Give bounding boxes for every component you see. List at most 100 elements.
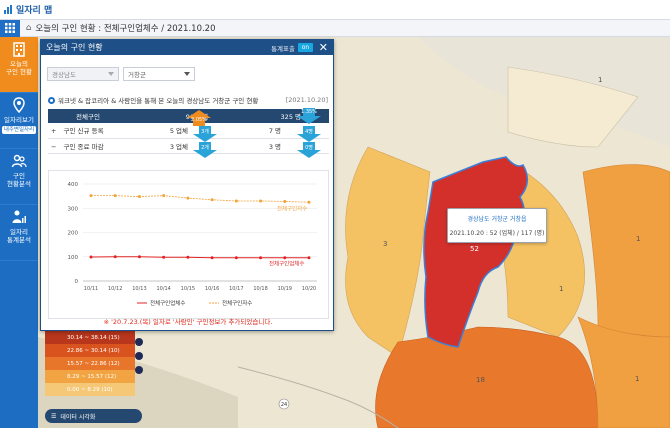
trend-down-arrow: 2개	[193, 142, 217, 158]
trend-value: 1.35%	[301, 109, 317, 115]
sidebar-label: 오늘의	[10, 60, 28, 68]
plus-icon[interactable]: +	[51, 127, 57, 136]
notice-text: ※ '20.7.23.(목) 일자로 '사람인' 구인정보가 추가되었습니다.	[103, 318, 273, 326]
trend-down-arrow: 1.35%	[297, 108, 321, 124]
sidebar-label: 구인 현황	[6, 68, 32, 76]
legend-row: 15.57 ~ 22.86 (12)	[45, 357, 135, 370]
sidebar-label: 일자리	[10, 228, 28, 236]
trend-value: 2개	[201, 145, 209, 151]
data-point	[162, 255, 166, 259]
table-cell: − 구인 종료 마감	[48, 138, 128, 154]
legend-dot[interactable]	[135, 366, 143, 374]
data-point	[113, 194, 117, 198]
map-region[interactable]	[507, 66, 639, 148]
x-tick-label: 10/20	[302, 286, 316, 292]
sidebar-item-job-analysis[interactable]: 구인 현황분석	[0, 149, 38, 205]
sidebar-label: 현황분석	[7, 180, 31, 188]
region-value-label: 1	[636, 235, 640, 243]
stats-toggle[interactable]: on	[298, 43, 313, 52]
province-select[interactable]: 경상남도	[47, 67, 119, 81]
data-point	[162, 194, 166, 198]
app-logo-icon	[4, 5, 12, 14]
series-line-companies	[90, 256, 309, 259]
sidebar-item-view-jobs[interactable]: 일자리보기 내주변일자리	[0, 93, 38, 149]
panel-title: 오늘의 구인 현황	[46, 43, 103, 52]
legend-label: 전체구인자수	[222, 299, 252, 307]
legend-label: 전체구인업체수	[150, 299, 185, 307]
chevron-down-icon	[108, 72, 114, 76]
trend-value: 2.05%	[191, 117, 207, 123]
app-title[interactable]: 일자리 맵	[16, 6, 53, 16]
legend-dot[interactable]	[135, 352, 143, 360]
map-region[interactable]	[577, 316, 670, 428]
region-selects: 경상남도 거창군	[47, 67, 195, 81]
x-tick-label: 10/18	[253, 286, 267, 292]
sub-header: ⌂ 오늘의 구인 현황 : 전체구인업체수 / 2021.10.20	[0, 19, 670, 37]
y-tick-label: 100	[68, 255, 79, 261]
sidebar-label: 일자리보기	[4, 116, 34, 124]
x-tick-label: 10/16	[205, 286, 219, 292]
region-value-label: 3	[383, 240, 387, 248]
data-point	[137, 195, 141, 199]
person-chart-icon	[12, 210, 26, 223]
x-tick-label: 10/11	[84, 286, 98, 292]
y-tick-label: 0	[75, 279, 79, 285]
data-point	[89, 255, 93, 259]
region-value-label: 52	[470, 245, 479, 253]
data-point	[234, 256, 238, 260]
x-tick-label: 10/13	[132, 286, 146, 292]
sidebar-label: 구인	[13, 172, 25, 180]
data-point	[234, 199, 238, 203]
data-point	[307, 256, 311, 260]
legend-dot[interactable]	[135, 338, 143, 346]
sidebar-label: 통계분석	[7, 236, 31, 244]
table-header: 전체구인	[48, 109, 128, 123]
building-icon	[13, 42, 25, 57]
sidebar-item-job-statistics[interactable]: 일자리 통계분석	[0, 205, 38, 261]
close-icon[interactable]: ✕	[318, 41, 328, 54]
y-tick-label: 200	[68, 231, 79, 237]
district-select[interactable]: 거창군	[123, 67, 195, 81]
district-select-value: 거창군	[128, 71, 146, 79]
series-line-job-seekers	[91, 195, 310, 203]
legend-row: 22.86 ~ 30.14 (10)	[45, 344, 135, 357]
region-popup[interactable]: 경상남도 거창군 거창읍 2021.10.20 : 52 (업체) / 117 …	[447, 208, 547, 243]
province-select-value: 경상남도	[52, 71, 76, 79]
data-visualization-button[interactable]: ☰ 데이터 시각화	[45, 409, 142, 423]
trend-down-arrow: 3개	[193, 126, 217, 142]
grid-menu-button[interactable]	[0, 19, 20, 37]
data-point	[186, 196, 190, 200]
home-icon[interactable]: ⌂	[26, 23, 32, 33]
row-label: 구인 종료 마감	[63, 142, 104, 151]
data-point	[210, 256, 214, 260]
table-cell: + 구인 신규 등록	[48, 123, 128, 139]
sidebar-item-today-jobs[interactable]: 오늘의 구인 현황	[0, 37, 38, 93]
breadcrumb: ⌂ 오늘의 구인 현황 : 전체구인업체수 / 2021.10.20	[26, 22, 216, 34]
popup-title: 경상남도 거창군 거창읍	[467, 216, 527, 223]
data-point	[89, 194, 93, 198]
x-tick-label: 10/19	[278, 286, 292, 292]
x-tick-label: 10/14	[156, 286, 170, 292]
table-header: 96 업체	[128, 109, 228, 123]
trend-value: 4명	[305, 129, 313, 135]
series-annotation: 전체구인자수	[277, 204, 307, 212]
nearby-jobs-badge[interactable]: 내주변일자리	[1, 126, 37, 134]
data-point	[307, 200, 311, 204]
trend-down-arrow: 0명	[297, 142, 321, 158]
trend-chart-svg: 0 100 200 300 400 10/11 10/12 10/13 10/14 10/15 10…	[68, 182, 317, 307]
legend-row: 8.29 ~ 15.57 (12)	[45, 370, 135, 383]
x-tick-label: 10/17	[229, 286, 243, 292]
map-legend: 30.14 ~ 38.14 (15) 22.86 ~ 30.14 (10) 15…	[45, 331, 135, 396]
map-region[interactable]	[375, 326, 599, 428]
list-icon: ☰	[51, 412, 57, 420]
selected-region-geochang[interactable]	[423, 156, 529, 348]
data-point	[283, 256, 287, 260]
series-annotation: 전체구인업체수	[269, 260, 304, 268]
breadcrumb-text: 오늘의 구인 현황 : 전체구인업체수 / 2021.10.20	[35, 24, 216, 34]
legend-row: 30.14 ~ 38.14 (15)	[45, 331, 135, 344]
minus-icon[interactable]: −	[51, 142, 57, 151]
data-point	[210, 198, 214, 202]
trend-value: 0명	[305, 145, 313, 151]
data-visualization-label: 데이터 시각화	[60, 413, 96, 421]
data-point	[186, 255, 190, 259]
